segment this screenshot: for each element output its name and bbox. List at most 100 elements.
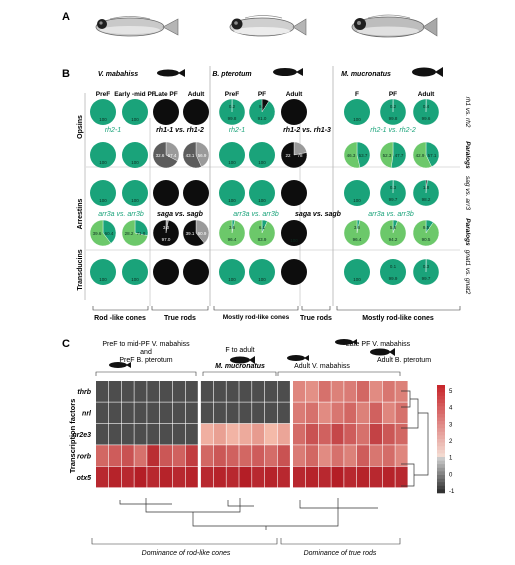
pie-slice <box>249 142 275 168</box>
pie-chart: 100 <box>249 142 275 168</box>
bottom-label-cones: Dominance of rod-like cones <box>142 550 231 557</box>
pie-slice <box>218 219 246 247</box>
heatmap-cell <box>108 402 121 424</box>
pie-slice <box>356 141 371 168</box>
pie-slice <box>281 259 307 285</box>
pie-chart: 22 78 <box>280 141 308 169</box>
pie-slice <box>90 180 116 206</box>
row-group-transducins: Transducins <box>77 249 84 290</box>
heatmap-cell <box>226 466 239 488</box>
pie-slice <box>165 141 180 162</box>
species-title-v-mabahiss: V. mabahiss <box>98 71 138 78</box>
pie-slice <box>90 142 116 168</box>
legend-swatch <box>437 453 445 458</box>
pie-chart: 9.0 91.0 <box>248 98 276 126</box>
heatmap-cell <box>121 445 134 466</box>
heatmap-cell <box>264 445 278 466</box>
pie-slice <box>182 141 202 169</box>
legend-swatch <box>437 428 445 433</box>
pie-slice <box>380 259 406 285</box>
group-label-3: Adult V. mabahiss <box>294 363 350 370</box>
pie-slice <box>280 141 308 169</box>
pie-value-label: 71.8 <box>137 231 146 236</box>
pie-chart: 100 <box>122 99 148 125</box>
legend-swatch <box>437 471 445 476</box>
pie-value-label: 0.4 <box>423 104 430 109</box>
bottom-label-rods: Dominance of true rods <box>304 550 377 557</box>
bracket <box>91 538 278 545</box>
pie-value-label: 60.9 <box>198 231 207 236</box>
pie-slice <box>344 259 370 285</box>
pie-chart: 43.1 56.9 <box>182 141 210 169</box>
heatmap-cell <box>369 423 382 445</box>
pie-slice <box>218 98 246 126</box>
fish-photo-preflexion <box>95 16 179 37</box>
pie-slice <box>412 219 440 247</box>
cell-type-label: Mostly rod-like cones <box>223 314 290 321</box>
heatmap-cell <box>357 381 370 402</box>
stage-header: Adult <box>286 91 303 98</box>
heatmap-cell <box>172 402 185 424</box>
inline-label-vm-rh2: rh2-1 <box>105 127 121 134</box>
bracket <box>202 371 277 376</box>
pie-value-label: 98.2 <box>422 197 431 202</box>
pie-slice <box>281 99 307 125</box>
pie-chart <box>281 259 307 285</box>
heatmap-cell <box>121 402 134 424</box>
heatmap-cell <box>382 402 395 424</box>
cell-type-label: True rods <box>164 315 196 322</box>
pie-value-label: 9.0 <box>259 104 266 109</box>
pie-value-label: 39.1 <box>186 231 195 236</box>
fish-silhouette-icon <box>230 356 255 364</box>
heatmap-cell <box>318 402 331 424</box>
heatmap-cell <box>200 402 214 424</box>
pie-slice <box>89 219 112 247</box>
heatmap-cell <box>344 381 357 402</box>
bracket <box>301 306 331 311</box>
pie-value-label: 100 <box>258 198 266 203</box>
bracket <box>151 306 209 311</box>
heatmap-cell <box>121 423 134 445</box>
heatmap-cell <box>331 423 344 445</box>
heatmap-cell <box>277 423 290 445</box>
inline-label-bp-arr3: arr3a vs. arr3b <box>233 211 279 218</box>
pie-chart <box>183 180 209 206</box>
pie-chart <box>153 259 179 285</box>
pie-chart <box>183 99 209 125</box>
group-label-3: Late PF V. mabahiss <box>346 341 411 348</box>
legend-swatch <box>437 413 445 418</box>
heatmap-cell <box>147 402 160 424</box>
pie-value-label: 100 <box>131 198 139 203</box>
pie-value-label: 91.0 <box>258 116 267 121</box>
heatmap-cell <box>172 381 185 402</box>
pie-value-label: 100 <box>228 198 236 203</box>
heatmap-cell <box>264 402 278 424</box>
fish-silhouette-icon <box>109 362 131 368</box>
pie-chart: 100 <box>90 259 116 285</box>
heatmap-cell <box>172 423 185 445</box>
heatmap-cell <box>264 423 278 445</box>
heatmap-cell <box>318 466 331 488</box>
legend-swatch <box>437 406 445 411</box>
pie-slice <box>379 141 394 169</box>
inline-label-mm-rh2: rh2-1 vs. rh2-2 <box>370 127 416 134</box>
heatmap-cell <box>239 445 252 466</box>
pie-slice <box>102 219 117 244</box>
heatmap-cell <box>96 423 109 445</box>
legend-swatch <box>437 421 445 425</box>
pie-chart: 39.1 60.9 <box>182 219 210 247</box>
pie-chart: 100 <box>344 180 370 206</box>
row-dendrogram <box>401 390 429 487</box>
heatmap-cell <box>252 381 265 402</box>
heatmap-cell <box>147 466 160 488</box>
heatmap-cell <box>305 402 318 424</box>
pie-value-label: 43.1 <box>186 153 195 158</box>
heatmap-cell <box>121 381 134 402</box>
pie-chart: 100 <box>219 180 245 206</box>
pie-value-label: 97.0 <box>162 237 171 242</box>
stage-header: Adult <box>418 91 435 98</box>
heatmap-cell <box>134 381 147 402</box>
inline-label-bp-rh1: rh1-2 vs. rh1-3 <box>283 127 331 134</box>
